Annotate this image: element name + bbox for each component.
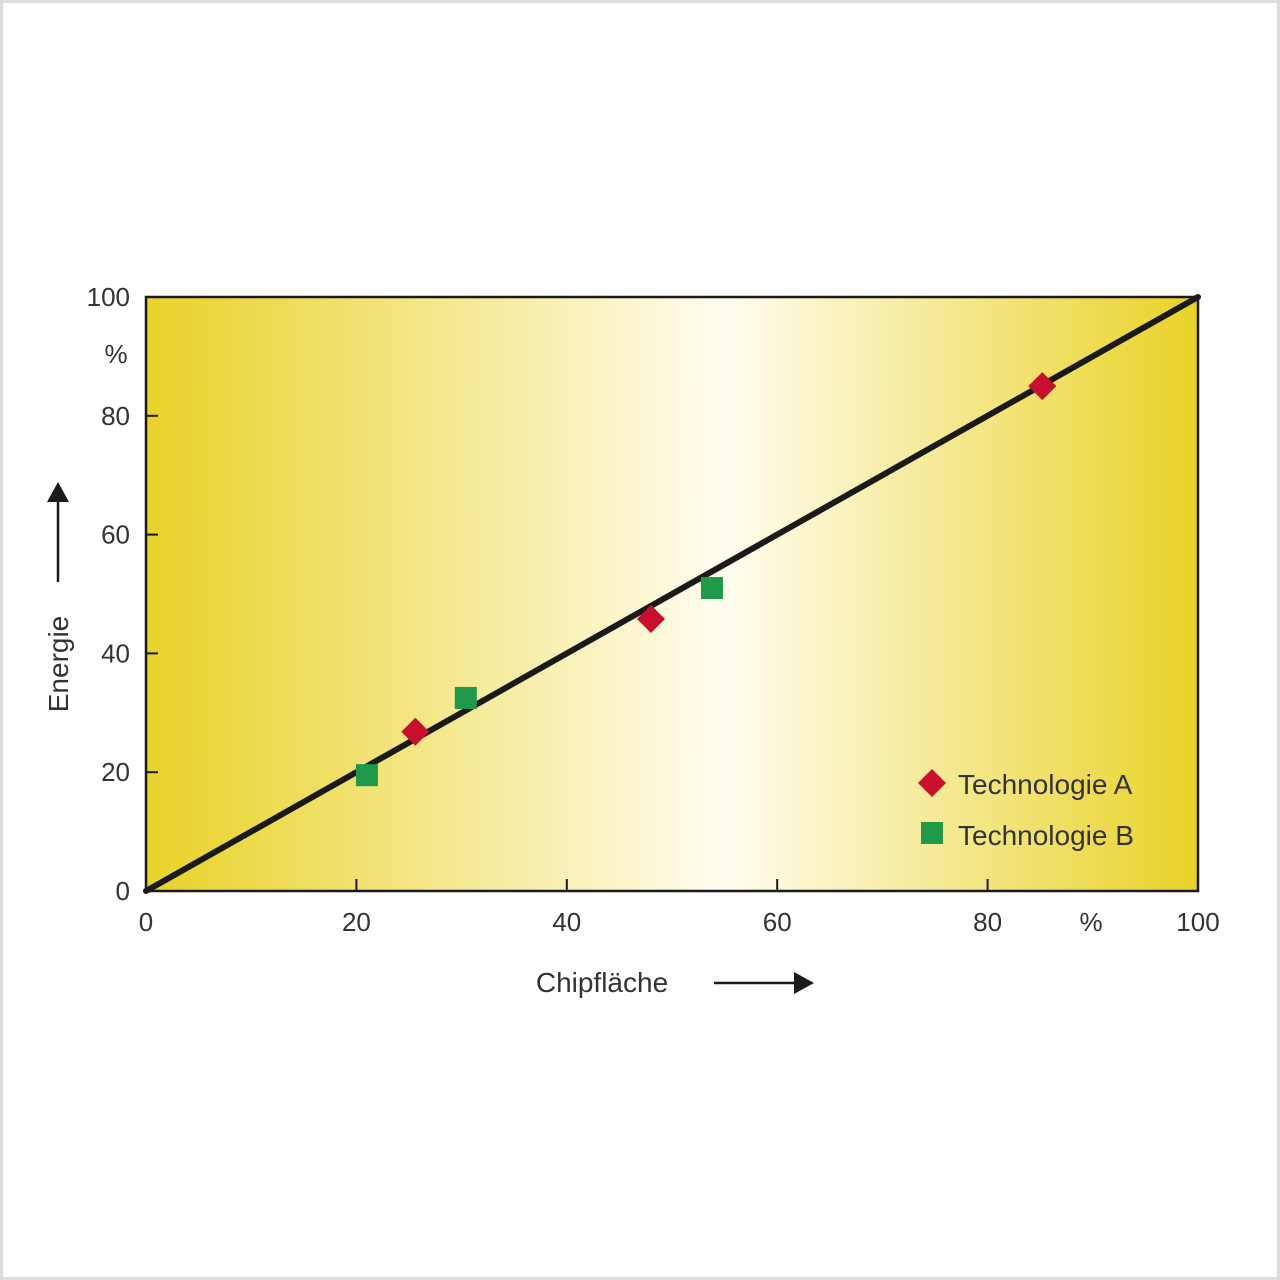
x-tick-label: 0	[139, 907, 153, 937]
legend-item-technologie-a: Technologie A	[918, 769, 1133, 800]
y-axis-arrow	[47, 482, 69, 582]
x-axis-title: Chipfläche	[536, 967, 668, 998]
x-tick-label: 80	[973, 907, 1002, 937]
reference-line	[143, 294, 1201, 894]
data-point-technologie-b	[454, 686, 477, 709]
legend-label-b: Technologie B	[958, 820, 1134, 851]
y-tick-label: 40	[101, 638, 130, 668]
x-tick-label: 60	[763, 907, 792, 937]
y-axis-ticks: 0 20 40 60 80 100	[87, 282, 158, 906]
x-axis-arrow	[714, 972, 814, 994]
y-tick-label: 100	[87, 282, 130, 312]
legend-item-technologie-b: Technologie B	[921, 820, 1134, 851]
legend: Technologie A Technologie B	[918, 769, 1134, 851]
x-axis-unit: %	[1079, 907, 1102, 937]
x-axis-ticks: 0 20 40 60 80 100	[139, 879, 1220, 937]
y-tick-label: 0	[116, 876, 130, 906]
y-axis-title: Energie	[43, 616, 74, 713]
data-point-technologie-b	[355, 764, 378, 787]
legend-label-a: Technologie A	[958, 769, 1133, 800]
x-tick-label: 100	[1176, 907, 1219, 937]
x-tick-label: 20	[342, 907, 371, 937]
y-tick-label: 80	[101, 401, 130, 431]
y-axis-unit: %	[104, 339, 127, 369]
x-tick-label: 40	[552, 907, 581, 937]
data-markers	[355, 372, 1057, 787]
y-tick-label: 60	[101, 520, 130, 550]
legend-marker-square-icon	[921, 822, 943, 844]
legend-marker-diamond-icon	[918, 769, 946, 797]
data-point-technologie-b	[700, 577, 723, 600]
reference-line-group	[143, 294, 1201, 894]
data-point-technologie-a	[401, 717, 430, 746]
y-tick-label: 20	[101, 757, 130, 787]
data-point-technologie-a	[636, 604, 665, 633]
data-point-technologie-a	[1028, 372, 1057, 401]
